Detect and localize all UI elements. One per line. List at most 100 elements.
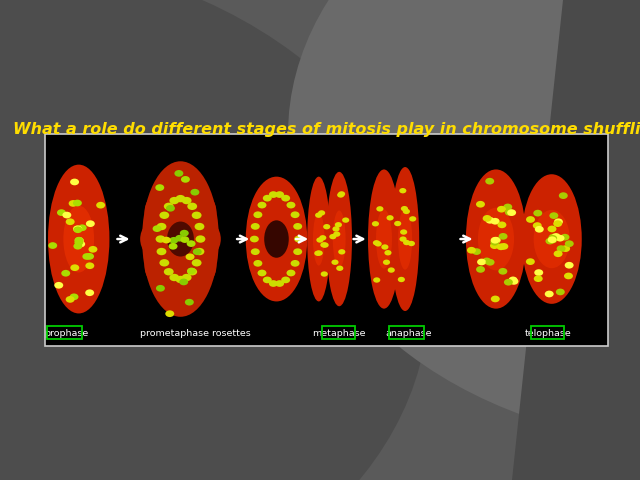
Circle shape <box>388 267 395 273</box>
Circle shape <box>332 260 339 265</box>
Ellipse shape <box>522 174 582 304</box>
Circle shape <box>263 195 272 202</box>
Circle shape <box>74 237 83 243</box>
Circle shape <box>477 259 486 265</box>
Text: prophase: prophase <box>44 329 88 338</box>
Circle shape <box>553 220 562 227</box>
Polygon shape <box>512 0 640 480</box>
Circle shape <box>316 251 323 256</box>
Circle shape <box>62 212 71 218</box>
Ellipse shape <box>246 177 307 301</box>
Circle shape <box>175 195 186 202</box>
Circle shape <box>545 238 554 244</box>
Circle shape <box>333 231 340 237</box>
Circle shape <box>492 237 500 243</box>
Circle shape <box>73 226 82 232</box>
Circle shape <box>287 270 296 276</box>
Circle shape <box>164 203 173 210</box>
Circle shape <box>554 251 563 257</box>
Circle shape <box>85 263 94 269</box>
Circle shape <box>526 216 535 223</box>
Circle shape <box>74 227 83 233</box>
Circle shape <box>497 243 506 250</box>
Circle shape <box>180 236 189 243</box>
Ellipse shape <box>77 193 104 227</box>
Ellipse shape <box>333 210 346 268</box>
Circle shape <box>294 236 303 242</box>
Circle shape <box>187 240 196 247</box>
Ellipse shape <box>170 264 205 303</box>
Circle shape <box>526 258 535 265</box>
Bar <box>47 326 82 339</box>
Circle shape <box>401 206 408 211</box>
Circle shape <box>187 267 196 274</box>
Circle shape <box>180 230 189 237</box>
Circle shape <box>86 220 95 227</box>
Circle shape <box>291 260 300 267</box>
Circle shape <box>76 240 85 247</box>
Circle shape <box>483 258 492 264</box>
Circle shape <box>499 233 508 240</box>
Circle shape <box>400 229 407 235</box>
Circle shape <box>505 209 514 216</box>
Circle shape <box>70 264 79 271</box>
Circle shape <box>534 276 543 282</box>
Circle shape <box>157 248 166 255</box>
Circle shape <box>185 299 194 306</box>
Circle shape <box>70 293 79 300</box>
Circle shape <box>170 197 179 204</box>
Circle shape <box>291 211 300 218</box>
Circle shape <box>275 191 284 198</box>
Circle shape <box>408 241 415 246</box>
Circle shape <box>193 248 202 255</box>
Circle shape <box>329 234 337 240</box>
Circle shape <box>554 218 563 225</box>
Circle shape <box>548 234 557 240</box>
Circle shape <box>399 188 406 193</box>
Circle shape <box>323 224 330 229</box>
Circle shape <box>73 226 82 232</box>
Circle shape <box>253 260 262 267</box>
Circle shape <box>559 192 568 199</box>
Circle shape <box>549 212 558 219</box>
Circle shape <box>548 237 557 243</box>
Ellipse shape <box>54 251 80 285</box>
Ellipse shape <box>368 169 400 309</box>
Circle shape <box>74 243 83 250</box>
Circle shape <box>483 215 492 222</box>
Ellipse shape <box>49 222 75 256</box>
Circle shape <box>156 285 165 292</box>
Circle shape <box>175 235 184 241</box>
Circle shape <box>320 242 328 248</box>
Circle shape <box>335 222 342 228</box>
Circle shape <box>507 209 516 216</box>
Circle shape <box>476 201 485 208</box>
Ellipse shape <box>66 181 92 215</box>
Circle shape <box>490 239 499 246</box>
Circle shape <box>152 225 161 232</box>
Circle shape <box>181 176 190 183</box>
Circle shape <box>476 266 485 273</box>
Ellipse shape <box>63 205 94 273</box>
Ellipse shape <box>145 192 179 231</box>
Ellipse shape <box>156 264 191 303</box>
Circle shape <box>491 237 500 243</box>
Circle shape <box>263 276 272 283</box>
Circle shape <box>383 260 390 265</box>
Circle shape <box>253 211 262 218</box>
Circle shape <box>170 237 179 244</box>
Circle shape <box>316 237 323 243</box>
Circle shape <box>564 240 573 247</box>
Circle shape <box>168 243 177 250</box>
Text: telophase: telophase <box>525 329 572 338</box>
Circle shape <box>376 206 383 212</box>
Ellipse shape <box>398 208 412 270</box>
Ellipse shape <box>391 167 419 311</box>
Circle shape <box>338 249 346 254</box>
Bar <box>531 326 564 339</box>
Circle shape <box>179 278 188 285</box>
Circle shape <box>509 276 518 283</box>
Circle shape <box>497 221 506 228</box>
Circle shape <box>497 206 506 213</box>
Ellipse shape <box>83 222 109 256</box>
